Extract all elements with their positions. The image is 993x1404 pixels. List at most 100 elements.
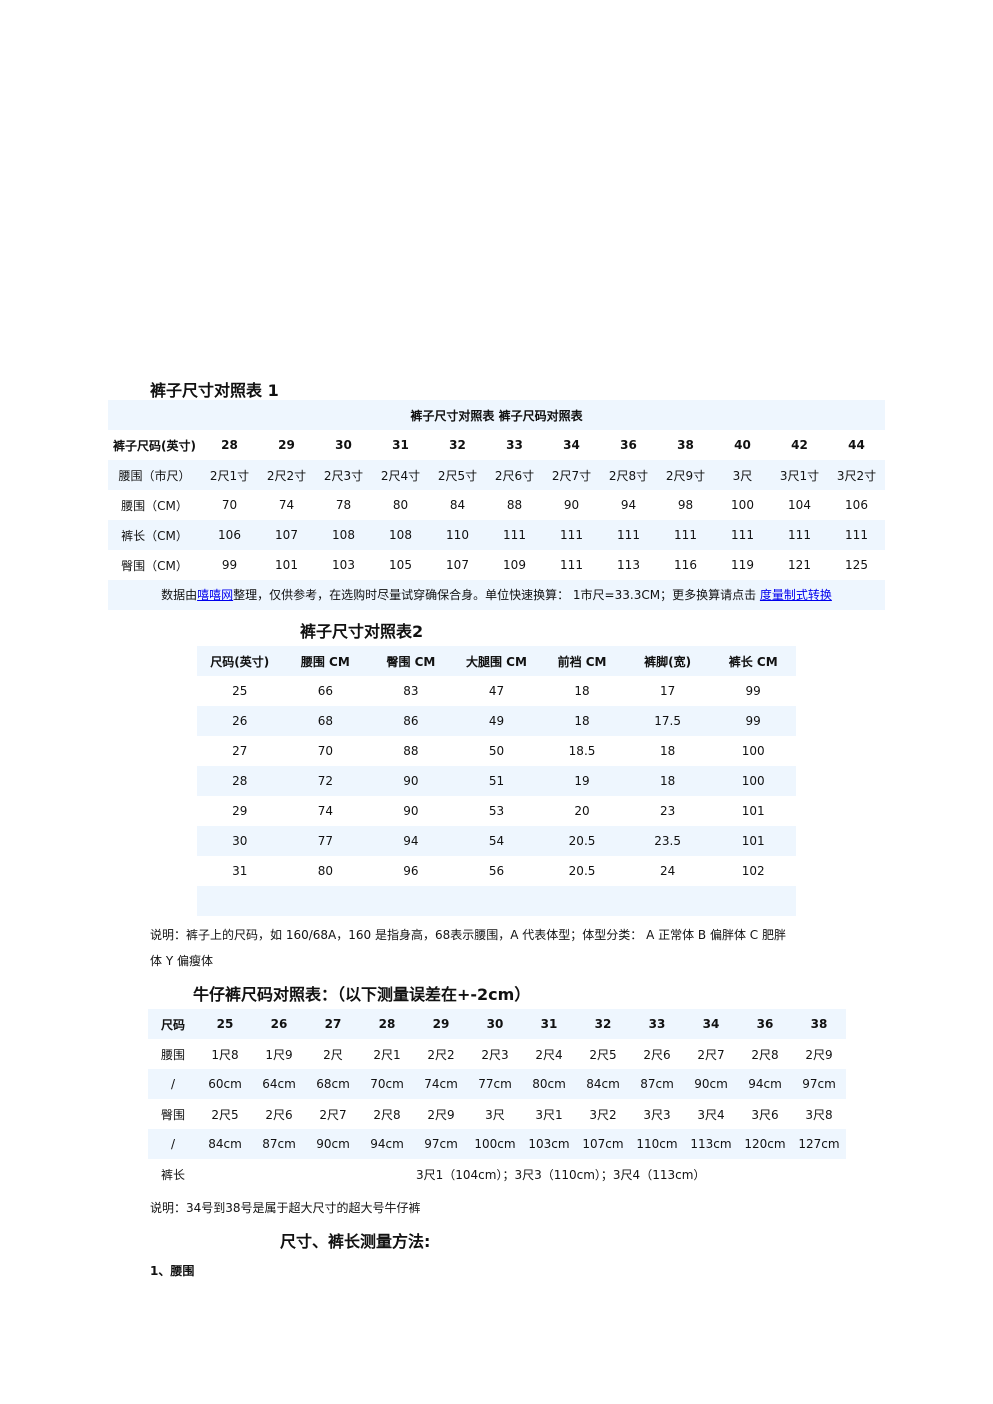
row-label: 30	[197, 826, 283, 856]
table-cell: 88	[506, 498, 523, 512]
table-row: 25 66 83 47 18 17 99	[197, 676, 796, 706]
table-row: 臀围 2尺5 2尺6 2尺7 2尺8 2尺9 3尺 3尺1 3尺2 3尺3 3尺4 3尺6 3尺8	[148, 1099, 846, 1129]
table-cell: 23	[659, 804, 676, 818]
method-heading: 尺寸、裤长测量方法:	[280, 1232, 431, 1251]
table-cell: 111	[543, 520, 600, 550]
column-header: 31	[522, 1009, 576, 1039]
table-row: 腰围 1尺8 1尺9 2尺 2尺1 2尺2 2尺3 2尺4 2尺5 2尺6 2尺7 2尺8 2尺9	[148, 1039, 846, 1069]
table-row: 31 80 96 56 20.5 24 102	[197, 856, 796, 886]
table3-note: 说明：34号到38号是属于超大尺寸的超大号牛仔裤	[150, 1201, 421, 1215]
table-row: /84cm 87cm 90cm 94cm 97cm 100cm 103cm 107cm 110c…	[148, 1129, 846, 1159]
table-cell	[453, 886, 540, 916]
table-cell: 107cm	[576, 1129, 630, 1159]
row-label: 31	[232, 864, 248, 878]
row-label: 26	[197, 706, 283, 736]
table-row: 尺码(英寸) 腰围 CM 臀围 CM 大腿围 CM 前裆 CM 裤脚(宽) 裤长 CM	[197, 646, 796, 676]
source-link[interactable]: 嘻嘻网	[197, 588, 234, 602]
table-cell: 70	[317, 744, 333, 758]
column-header: 25	[198, 1009, 252, 1039]
table-cell: 3尺2	[589, 1107, 617, 1122]
row-label: 腰围	[160, 1047, 185, 1062]
table-cell: 87cm	[252, 1129, 306, 1159]
column-header: 前裆 CM	[539, 646, 625, 676]
column-header: 30	[335, 438, 352, 452]
table-cell: 2尺2	[427, 1047, 455, 1062]
table-cell: 103cm	[522, 1129, 576, 1159]
table-cell: 2尺8	[751, 1047, 779, 1062]
table-cell: 2尺6	[265, 1107, 293, 1122]
table-cell: 2尺7	[697, 1047, 725, 1062]
table-cell: 111	[828, 520, 885, 550]
unit-conversion-link[interactable]: 度量制式转换	[759, 588, 832, 602]
table-cell: 90	[563, 498, 580, 512]
table-cell: 20.5	[568, 864, 596, 878]
table-cell: 50	[488, 744, 505, 758]
table-row: 尺码 25 26 27 28 29 30 31 32 33 34 36 38	[148, 1009, 846, 1039]
table-cell: 68	[282, 706, 369, 736]
table-cell: 84cm	[198, 1129, 252, 1159]
table-cell: 70	[221, 498, 238, 512]
column-header: 34	[684, 1009, 738, 1039]
table-cell: 2尺7	[319, 1107, 347, 1122]
table-cell: 19	[539, 766, 625, 796]
table-cell: 101	[741, 804, 765, 818]
table-cell: 23.5	[624, 826, 711, 856]
table-cell: 68cm	[306, 1069, 360, 1099]
table-cell: 72	[282, 766, 369, 796]
note-text: 整理，仅供参考，在选购时尽量试穿确保合身。单位快速换算： 1市尺=33.3CM；…	[233, 588, 760, 602]
note-text: 数据由	[161, 588, 198, 602]
table-cell: 106	[201, 520, 258, 550]
table-cell: 105	[389, 558, 412, 572]
table-cell: 17.5	[624, 706, 711, 736]
table-cell: 2尺6寸	[486, 460, 543, 490]
column-header: 36	[738, 1009, 792, 1039]
table-cell: 87cm	[630, 1069, 684, 1099]
table-cell: 49	[453, 706, 540, 736]
table-cell	[282, 886, 369, 916]
table-cell: 18	[574, 684, 590, 698]
table-cell: 3尺1	[535, 1107, 563, 1122]
table-cell: 109	[503, 558, 526, 572]
table-cell: 110cm	[630, 1129, 684, 1159]
table-row: 臀围（CM） 99 101 103 105 107 109 111 113 116 119 121 12…	[108, 550, 885, 580]
table-cell: 97cm	[792, 1069, 846, 1099]
table-cell	[710, 886, 796, 916]
table-cell: 77	[282, 826, 369, 856]
table-cell: 121	[788, 558, 811, 572]
column-header: 30	[468, 1009, 522, 1039]
table-cell: 2尺3寸	[315, 460, 372, 490]
column-header: 36	[620, 438, 637, 452]
table-cell: 66	[317, 684, 333, 698]
size-table-1: 裤子尺寸对照表 裤子尺码对照表 裤子尺码(英寸) 28 29 30 31 32 33 34 36…	[108, 400, 885, 580]
table-cell: 2尺6	[643, 1047, 671, 1062]
row-label: 29	[232, 804, 248, 818]
table-cell: 2尺8寸	[600, 460, 657, 490]
table-cell: 100	[731, 498, 754, 512]
table3-heading: 牛仔裤尺码对照表：（以下测量误差在+-2cm）	[193, 985, 531, 1004]
table-cell: 102	[741, 864, 765, 878]
table-cell: 2尺9寸	[657, 460, 714, 490]
table-cell: 83	[403, 684, 419, 698]
table-cell: 96	[403, 864, 419, 878]
table-cell: 3尺1（104cm）；3尺3（110cm）；3尺4（113cm）	[416, 1167, 706, 1182]
table1-heading: 裤子尺寸对照表 1	[150, 381, 279, 400]
column-header: 臀围 CM	[368, 646, 454, 676]
table-cell: 110	[429, 520, 486, 550]
table-cell: 100	[710, 766, 796, 796]
table-cell: 86	[368, 706, 454, 736]
table-cell	[539, 886, 625, 916]
column-header: 29	[414, 1009, 468, 1039]
table-cell: 111	[714, 520, 771, 550]
table-cell: 2尺8	[373, 1107, 401, 1122]
table-cell: 74	[317, 804, 333, 818]
method-item-waist: 1、腰围	[150, 1264, 195, 1278]
column-header: 腰围 CM	[282, 646, 369, 676]
row-label: 腰围（CM）	[121, 498, 188, 513]
table-cell: 80	[392, 498, 409, 512]
table-cell: 98	[677, 498, 694, 512]
table-cell: 2尺3	[481, 1047, 509, 1062]
table-cell: 108	[372, 520, 429, 550]
table-cell: 111	[771, 520, 828, 550]
table-cell	[624, 886, 711, 916]
